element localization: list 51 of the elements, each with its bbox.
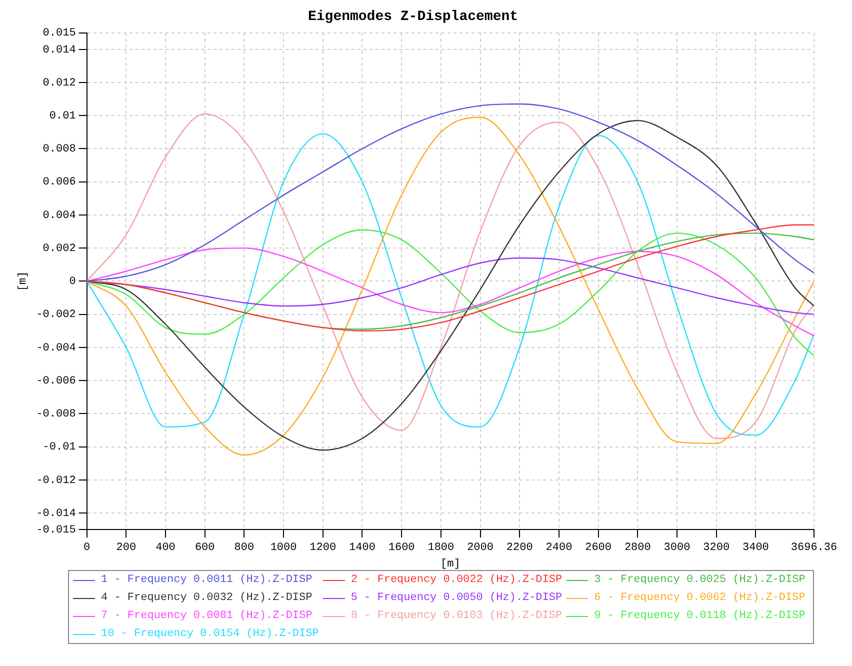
y-tick-label: 0.01 — [49, 110, 76, 123]
x-axis-title: [m] — [440, 558, 460, 570]
y-tick-label: 0.014 — [42, 44, 76, 56]
legend-label: 9 - Frequency 0.0118 (Hz).Z-DISP — [594, 610, 806, 622]
y-tick-label: 0.012 — [42, 77, 76, 90]
y-tick-label: 0.006 — [42, 176, 76, 189]
legend-label: 2 - Frequency 0.0022 (Hz).Z-DISP — [350, 574, 562, 586]
line-series — [86, 103, 814, 282]
x-tick-label: 3696.36 — [790, 542, 838, 554]
chart-title: Eigenmodes Z-Displacement — [308, 8, 518, 25]
y-tick-label: -0.014 — [36, 508, 76, 520]
x-tick-label: 1800 — [428, 542, 454, 554]
y-tick-label: -0.012 — [36, 474, 76, 487]
x-tick-label: 2800 — [624, 542, 651, 554]
x-tick-label: 1400 — [349, 542, 376, 554]
x-tick-label: 2400 — [546, 542, 572, 554]
x-tick-label: 3400 — [742, 542, 769, 554]
x-tick-label: 400 — [156, 542, 176, 554]
legend-label: 1 - Frequency 0.0011 (Hz).Z-DISP — [101, 574, 312, 586]
x-tick-label: 1000 — [270, 542, 297, 554]
y-axis-title: [m] — [18, 271, 30, 292]
x-tick-label: 0 — [84, 542, 90, 554]
y-tick-label: -0.008 — [36, 408, 76, 421]
x-tick-label: 2200 — [506, 542, 533, 554]
legend-label: 3 - Frequency 0.0025 (Hz).Z-DISP — [594, 574, 806, 586]
y-tick-label: 0.002 — [42, 242, 76, 255]
x-tick-label: 1200 — [310, 542, 336, 554]
y-tick-label: -0.004 — [36, 342, 76, 354]
x-tick-label: 1600 — [388, 542, 415, 554]
legend-label: 7 - Frequency 0.0081 (Hz).Z-DISP — [101, 610, 312, 622]
y-tick-label: 0.004 — [42, 210, 76, 222]
y-tick-label: -0.006 — [36, 375, 76, 388]
x-tick-label: 3200 — [703, 542, 730, 554]
line-series — [86, 247, 814, 336]
x-tick-label: 800 — [234, 542, 254, 554]
legend-label: 5 - Frequency 0.0050 (Hz).Z-DISP — [350, 592, 562, 604]
y-tick-label: -0.015 — [36, 524, 76, 537]
x-tick-label: 3000 — [664, 542, 690, 554]
y-tick-label: 0.015 — [42, 28, 76, 40]
y-tick-label: -0.01 — [42, 442, 76, 454]
x-tick-label: 200 — [116, 542, 136, 554]
y-tick-label: 0.008 — [42, 144, 76, 156]
x-tick-label: 2600 — [585, 542, 612, 554]
legend-label: 6 - Frequency 0.0062 (Hz).Z-DISP — [594, 592, 806, 604]
legend-label: 8 - Frequency 0.0103 (Hz).Z-DISP — [350, 610, 562, 622]
legend-label: 4 - Frequency 0.0032 (Hz).Z-DISP — [101, 592, 312, 604]
x-tick-label: 600 — [194, 542, 215, 554]
y-tick-label: -0.002 — [36, 309, 76, 322]
legend-label: 10 - Frequency 0.0154 (Hz).Z-DISP — [101, 628, 319, 640]
y-tick-label: 0 — [69, 276, 76, 288]
x-tick-label: 2000 — [467, 542, 494, 554]
